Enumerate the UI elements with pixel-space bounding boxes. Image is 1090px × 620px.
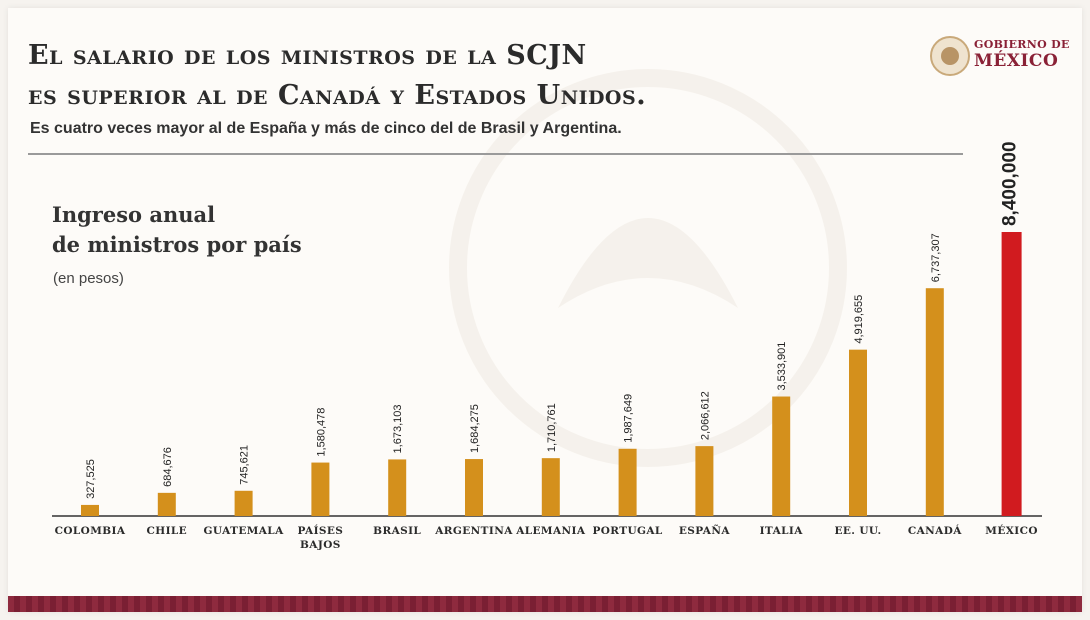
category-label-4: BRASIL <box>373 525 421 537</box>
value-label-1: 684,676 <box>162 447 174 487</box>
title-line-2: es superior al de Canadá y Estados Unido… <box>28 80 647 111</box>
bar-5 <box>465 459 483 516</box>
value-label-0: 327,525 <box>85 459 97 499</box>
category-label-10: EE. UU. <box>834 525 881 537</box>
subtitle: Es cuatro veces mayor al de España y más… <box>30 120 622 137</box>
bar-7 <box>618 448 637 516</box>
category-label-11: CANADÁ <box>908 523 962 537</box>
value-label-12: 8,400,000 <box>1000 141 1021 226</box>
decorative-footer-band <box>8 596 1082 612</box>
chart-title: Ingreso anual de ministros por país <box>52 200 302 260</box>
value-label-9: 3,533,901 <box>776 342 788 391</box>
category-label-6: ALEMANIA <box>515 525 586 537</box>
bar-6 <box>541 458 560 516</box>
value-label-6: 1,710,761 <box>546 403 558 452</box>
bar-1 <box>157 492 176 516</box>
value-label-8: 2,066,612 <box>699 391 711 440</box>
value-label-3: 1,580,478 <box>315 408 327 457</box>
bar-12 <box>1001 232 1022 516</box>
category-label-7: PORTUGAL <box>592 525 662 537</box>
bar-0 <box>81 504 99 516</box>
value-label-5: 1,684,275 <box>469 404 481 453</box>
category-label-3-1: BAJOS <box>300 539 341 551</box>
chart-unit: (en pesos) <box>53 270 124 287</box>
value-label-7: 1,987,649 <box>623 394 635 443</box>
bar-10 <box>849 349 867 516</box>
bar-9 <box>772 396 791 516</box>
title-divider <box>28 153 963 155</box>
value-label-10: 4,919,655 <box>853 295 865 344</box>
value-label-11: 6,737,307 <box>930 233 942 282</box>
bar-11 <box>925 288 944 516</box>
main-title: El salario de los ministros de la SCJN e… <box>28 36 646 116</box>
logo-line-1: GOBIERNO DE <box>974 38 1070 51</box>
bar-2 <box>234 490 253 516</box>
bar-3 <box>311 462 330 516</box>
infographic-frame: El salario de los ministros de la SCJN e… <box>8 8 1082 612</box>
bar-chart: 327,525 COLOMBIA 684,676 CHILE 745,621 GUATEM… <box>52 141 1042 551</box>
category-label-1: CHILE <box>147 525 188 537</box>
category-label-12: MÉXICO <box>985 523 1038 537</box>
eagle-watermark-icon <box>449 69 847 467</box>
bar-8 <box>695 446 714 516</box>
category-label-9: ITALIA <box>760 525 804 537</box>
logo-line-2: MÉXICO <box>974 51 1059 71</box>
title-line-1: El salario de los ministros de la SCJN <box>28 40 587 71</box>
value-label-4: 1,673,103 <box>392 404 404 453</box>
gobierno-logo: GOBIERNO DE MÉXICO <box>930 36 1070 76</box>
category-label-8: ESPAÑA <box>679 523 730 537</box>
national-seal-icon <box>930 36 970 76</box>
chart-title-line-2: de ministros por país <box>52 232 302 257</box>
chart-title-line-1: Ingreso anual <box>52 202 216 227</box>
bar-4 <box>388 459 407 516</box>
value-label-2: 745,621 <box>239 445 251 485</box>
category-label-0: COLOMBIA <box>55 525 126 537</box>
category-label-2: GUATEMALA <box>204 525 285 537</box>
category-label-3-0: PAÍSES <box>298 523 344 537</box>
category-label-5: ARGENTINA <box>434 525 513 537</box>
